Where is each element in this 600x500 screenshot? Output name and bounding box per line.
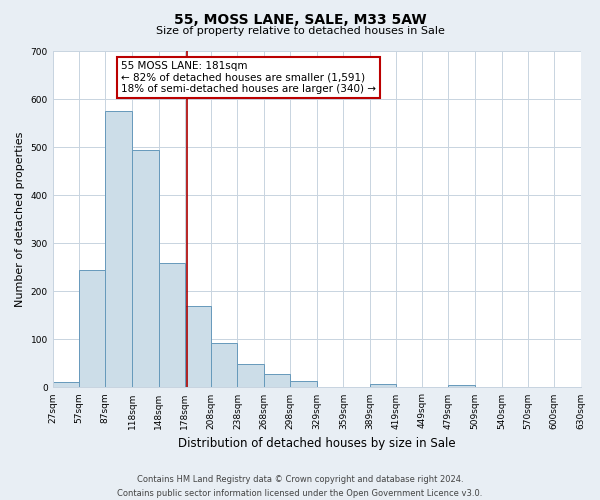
Text: Contains HM Land Registry data © Crown copyright and database right 2024.
Contai: Contains HM Land Registry data © Crown c… [118, 476, 482, 498]
Bar [158, 264, 185, 388]
Text: 55, MOSS LANE, SALE, M33 5AW: 55, MOSS LANE, SALE, M33 5AW [173, 12, 427, 26]
Bar [263, 374, 290, 388]
Bar [370, 384, 396, 388]
Y-axis label: Number of detached properties: Number of detached properties [15, 132, 25, 307]
Bar [211, 343, 238, 388]
Bar [105, 111, 133, 388]
Bar [53, 382, 79, 388]
Bar [290, 381, 317, 388]
Bar [185, 306, 211, 388]
Bar [448, 385, 475, 388]
Bar [79, 270, 105, 388]
Text: Size of property relative to detached houses in Sale: Size of property relative to detached ho… [155, 26, 445, 36]
Text: 55 MOSS LANE: 181sqm
← 82% of detached houses are smaller (1,591)
18% of semi-de: 55 MOSS LANE: 181sqm ← 82% of detached h… [121, 61, 376, 94]
Bar [238, 364, 263, 388]
X-axis label: Distribution of detached houses by size in Sale: Distribution of detached houses by size … [178, 437, 455, 450]
Bar [133, 150, 158, 388]
